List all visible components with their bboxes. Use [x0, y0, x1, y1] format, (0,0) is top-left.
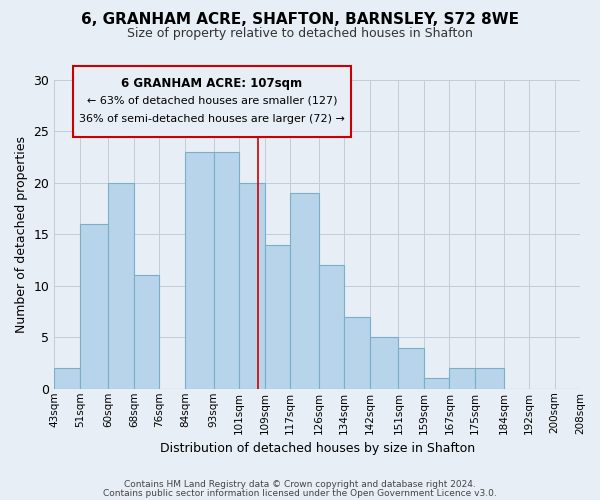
Bar	[134, 276, 160, 389]
Text: Contains HM Land Registry data © Crown copyright and database right 2024.: Contains HM Land Registry data © Crown c…	[124, 480, 476, 489]
Bar	[109, 183, 134, 389]
Bar	[80, 224, 109, 389]
Bar	[398, 348, 424, 389]
Bar	[424, 378, 449, 389]
Bar	[54, 368, 80, 389]
Bar	[449, 368, 475, 389]
Bar	[185, 152, 214, 389]
Bar	[265, 244, 290, 389]
X-axis label: Distribution of detached houses by size in Shafton: Distribution of detached houses by size …	[160, 442, 475, 455]
FancyBboxPatch shape	[73, 66, 352, 137]
Text: 36% of semi-detached houses are larger (72) →: 36% of semi-detached houses are larger (…	[79, 114, 345, 124]
Bar	[319, 265, 344, 389]
Bar	[290, 193, 319, 389]
Bar	[475, 368, 503, 389]
Text: 6 GRANHAM ACRE: 107sqm: 6 GRANHAM ACRE: 107sqm	[121, 76, 302, 90]
Bar	[370, 338, 398, 389]
Text: Size of property relative to detached houses in Shafton: Size of property relative to detached ho…	[127, 28, 473, 40]
Text: 6, GRANHAM ACRE, SHAFTON, BARNSLEY, S72 8WE: 6, GRANHAM ACRE, SHAFTON, BARNSLEY, S72 …	[81, 12, 519, 28]
Bar	[239, 183, 265, 389]
Y-axis label: Number of detached properties: Number of detached properties	[15, 136, 28, 333]
Text: ← 63% of detached houses are smaller (127): ← 63% of detached houses are smaller (12…	[87, 96, 337, 106]
Bar	[214, 152, 239, 389]
Text: Contains public sector information licensed under the Open Government Licence v3: Contains public sector information licen…	[103, 489, 497, 498]
Bar	[344, 316, 370, 389]
